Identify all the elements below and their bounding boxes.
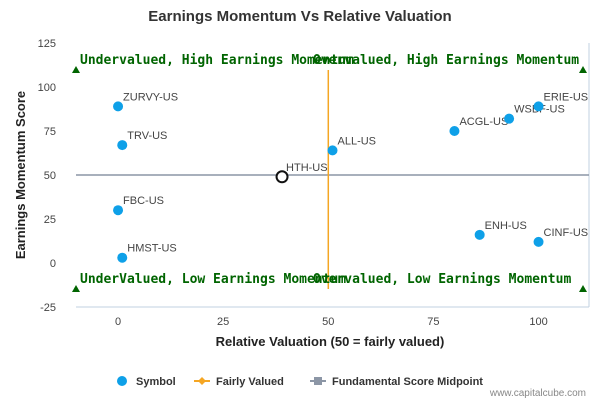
data-point[interactable] [327, 145, 338, 156]
legend-item-fairly-valued[interactable]: Fairly Valued [194, 376, 284, 388]
data-point[interactable] [117, 252, 128, 263]
y-tick-label: 25 [44, 214, 56, 226]
x-tick-label: 50 [322, 316, 334, 328]
legend-label: Fairly Valued [216, 376, 284, 388]
chart-title: Earnings Momentum Vs Relative Valuation [148, 8, 451, 25]
y-tick-label: -25 [40, 302, 56, 314]
quadrant-label-top-left: Undervalued, High Earnings Momentum [80, 53, 354, 68]
y-axis-title: Earnings Momentum Score [13, 91, 28, 259]
quadrant-label-top-right: Overvalued, High Earnings Momentum [313, 53, 579, 68]
quadrant-corner-marker [579, 285, 587, 292]
data-point[interactable] [504, 113, 515, 124]
data-point[interactable] [117, 140, 128, 151]
legend-label: Fundamental Score Midpoint [332, 376, 483, 388]
data-point-label: ERIE-US [544, 91, 589, 103]
x-tick-label: 75 [427, 316, 439, 328]
data-point[interactable] [113, 205, 124, 216]
data-point-label: HMST-US [127, 243, 176, 255]
data-point-label: ENH-US [485, 220, 527, 232]
data-point-label: ACGL-US [459, 116, 508, 128]
highlight-point-label: HTH-US [286, 162, 328, 174]
legend-item-symbol[interactable]: Symbol [117, 376, 176, 388]
data-point[interactable] [449, 126, 460, 136]
data-point[interactable] [533, 101, 544, 112]
legend-item-midpoint[interactable]: Fundamental Score Midpoint [310, 376, 483, 388]
y-tick-label: 125 [38, 38, 56, 50]
x-tick-label: 100 [529, 316, 547, 328]
y-tick-label: 0 [50, 258, 56, 270]
x-tick-label: 25 [217, 316, 229, 328]
legend-midpoint-marker [314, 377, 322, 385]
legend-symbol-marker [117, 376, 127, 386]
data-point-label: CINF-US [544, 227, 589, 239]
y-tick-label: 50 [44, 170, 56, 182]
data-point-label: ZURVY-US [123, 91, 178, 103]
data-point[interactable] [474, 229, 485, 240]
data-point-label: TRV-US [127, 130, 167, 142]
data-point-label: FBC-US [123, 195, 164, 207]
y-tick-label: 75 [44, 126, 56, 138]
quadrant-corner-marker [72, 66, 80, 73]
plot-area: -25 0 25 50 75 100 125 0 25 50 75 100 Undervalued, H… [38, 38, 590, 328]
quadrant-corner-marker [72, 285, 80, 292]
legend-fairly-valued-marker [198, 377, 206, 385]
x-axis-title: Relative Valuation (50 = fairly valued) [216, 334, 445, 349]
x-tick-label: 0 [115, 316, 121, 328]
quadrant-corner-marker [579, 66, 587, 73]
data-point[interactable] [533, 236, 544, 247]
highlight-point[interactable] [275, 170, 289, 184]
data-point-label: ALL-US [338, 135, 377, 147]
data-point[interactable] [113, 101, 124, 112]
credit-text: www.capitalcube.com [489, 388, 586, 399]
y-tick-label: 100 [38, 82, 56, 94]
quadrant-label-bottom-left: UnderValued, Low Earnings Momentum [80, 272, 346, 287]
legend-label: Symbol [136, 376, 176, 388]
quadrant-label-bottom-right: Overvalued, Low Earnings Momentum [313, 272, 571, 287]
legend: Symbol Fairly Valued Fundamental Score Mid… [117, 376, 483, 388]
